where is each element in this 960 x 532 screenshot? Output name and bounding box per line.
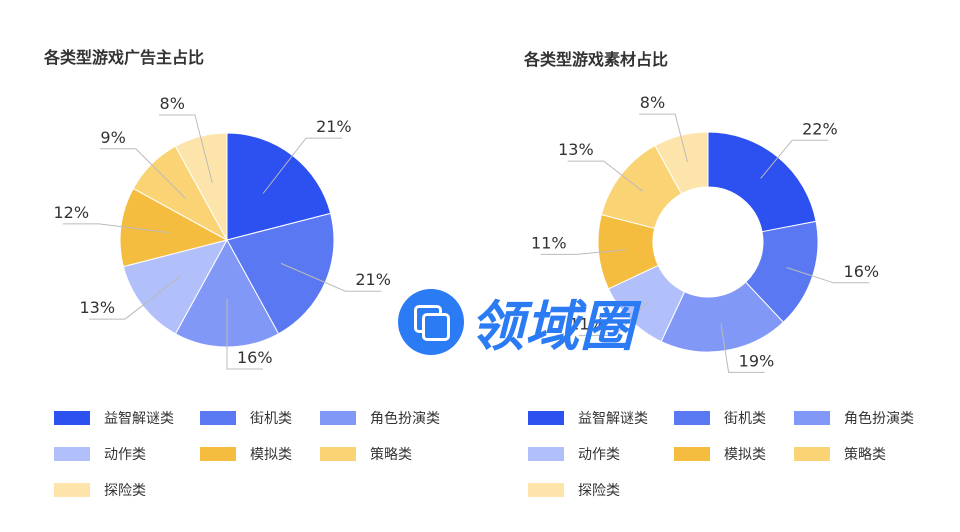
legend-label: 模拟类 bbox=[250, 447, 292, 463]
watermark-text: 领域圈 bbox=[470, 295, 635, 358]
pie-slice bbox=[707, 131, 817, 233]
legend-swatch bbox=[200, 411, 236, 425]
chart-title-right: 各类型游戏素材占比 bbox=[524, 50, 669, 69]
slice-percent-label: 16% bbox=[844, 262, 880, 281]
legend-item[interactable]: 模拟类 bbox=[674, 444, 766, 464]
legend-label: 动作类 bbox=[104, 447, 146, 463]
legend-item[interactable]: 街机类 bbox=[674, 408, 766, 428]
legend-label: 益智解谜类 bbox=[578, 411, 648, 427]
label-leader-line bbox=[760, 139, 829, 179]
slice-percent-label: 8% bbox=[640, 93, 665, 112]
legend-item[interactable]: 策略类 bbox=[794, 444, 886, 464]
legend-item[interactable]: 探险类 bbox=[528, 480, 620, 500]
watermark: 领域圈 bbox=[398, 282, 635, 361]
legend-item[interactable]: 动作类 bbox=[54, 444, 146, 464]
legend-label: 街机类 bbox=[250, 411, 292, 427]
legend-label: 策略类 bbox=[370, 447, 412, 463]
legend-swatch bbox=[320, 447, 356, 461]
pie-slice bbox=[654, 131, 709, 195]
legend-swatch bbox=[54, 411, 90, 425]
label-leader-line bbox=[786, 267, 870, 284]
legend-label: 益智解谜类 bbox=[104, 411, 174, 427]
label-leader-line bbox=[63, 223, 169, 234]
slice-percent-label: 21% bbox=[355, 270, 391, 289]
label-leader-line bbox=[99, 148, 186, 199]
slice-percent-label: 8% bbox=[160, 94, 185, 113]
label-leader-line bbox=[639, 113, 688, 163]
legend-swatch bbox=[54, 447, 90, 461]
label-leader-line bbox=[262, 137, 343, 194]
legend-item[interactable]: 角色扮演类 bbox=[320, 408, 440, 428]
legend-swatch bbox=[794, 411, 830, 425]
legend-item[interactable]: 益智解谜类 bbox=[528, 408, 648, 428]
legend-item[interactable]: 动作类 bbox=[528, 444, 620, 464]
slice-percent-label: 9% bbox=[100, 128, 125, 147]
slice-percent-label: 13% bbox=[558, 140, 594, 159]
pie-chart-right: 22% 16% 19% 11% 11% 13% 8% bbox=[531, 93, 880, 373]
pie-slice bbox=[660, 281, 785, 353]
legend-label: 探险类 bbox=[578, 483, 620, 499]
legend-swatch bbox=[528, 447, 564, 461]
legend-swatch bbox=[674, 411, 710, 425]
legend-swatch bbox=[54, 483, 90, 497]
label-leader-line bbox=[567, 160, 644, 192]
legend-label: 角色扮演类 bbox=[370, 411, 440, 427]
legend-item[interactable]: 角色扮演类 bbox=[794, 408, 914, 428]
pie-chart-left: 21% 21% 16% 13% 12% 9% 8% bbox=[53, 94, 391, 370]
legend-label: 策略类 bbox=[844, 447, 886, 463]
legend-item[interactable]: 探险类 bbox=[54, 480, 146, 500]
legend-item[interactable]: 益智解谜类 bbox=[54, 408, 174, 428]
slice-percent-label: 12% bbox=[53, 203, 89, 222]
legend-swatch bbox=[528, 483, 564, 497]
legend-label: 街机类 bbox=[724, 411, 766, 427]
label-leader-line bbox=[226, 298, 263, 370]
slice-percent-label: 11% bbox=[569, 314, 605, 333]
legend-label: 模拟类 bbox=[724, 447, 766, 463]
legend-swatch bbox=[200, 447, 236, 461]
slice-percent-label: 19% bbox=[739, 351, 775, 370]
label-leader-line bbox=[540, 249, 626, 255]
slice-percent-label: 16% bbox=[237, 348, 273, 367]
label-leader-line bbox=[578, 299, 651, 336]
label-leader-line bbox=[280, 262, 382, 292]
legend-swatch bbox=[674, 447, 710, 461]
slice-percent-label: 11% bbox=[531, 233, 567, 252]
legend-label: 探险类 bbox=[104, 483, 146, 499]
legend-swatch bbox=[528, 411, 564, 425]
legend-label: 动作类 bbox=[578, 447, 620, 463]
label-leader-line bbox=[720, 323, 765, 373]
slice-percent-label: 13% bbox=[80, 298, 116, 317]
legend-label: 角色扮演类 bbox=[844, 411, 914, 427]
legend-swatch bbox=[794, 447, 830, 461]
legend-item[interactable]: 模拟类 bbox=[200, 444, 292, 464]
legend-swatch bbox=[320, 411, 356, 425]
legend-item[interactable]: 策略类 bbox=[320, 444, 412, 464]
chart-title-left: 各类型游戏广告主占比 bbox=[44, 48, 205, 67]
slice-percent-label: 22% bbox=[802, 119, 838, 138]
watermark-logo-icon bbox=[398, 288, 464, 355]
legend-item[interactable]: 街机类 bbox=[200, 408, 292, 428]
label-leader-line bbox=[89, 275, 181, 320]
label-leader-line bbox=[158, 114, 213, 184]
slice-percent-label: 21% bbox=[316, 117, 352, 136]
